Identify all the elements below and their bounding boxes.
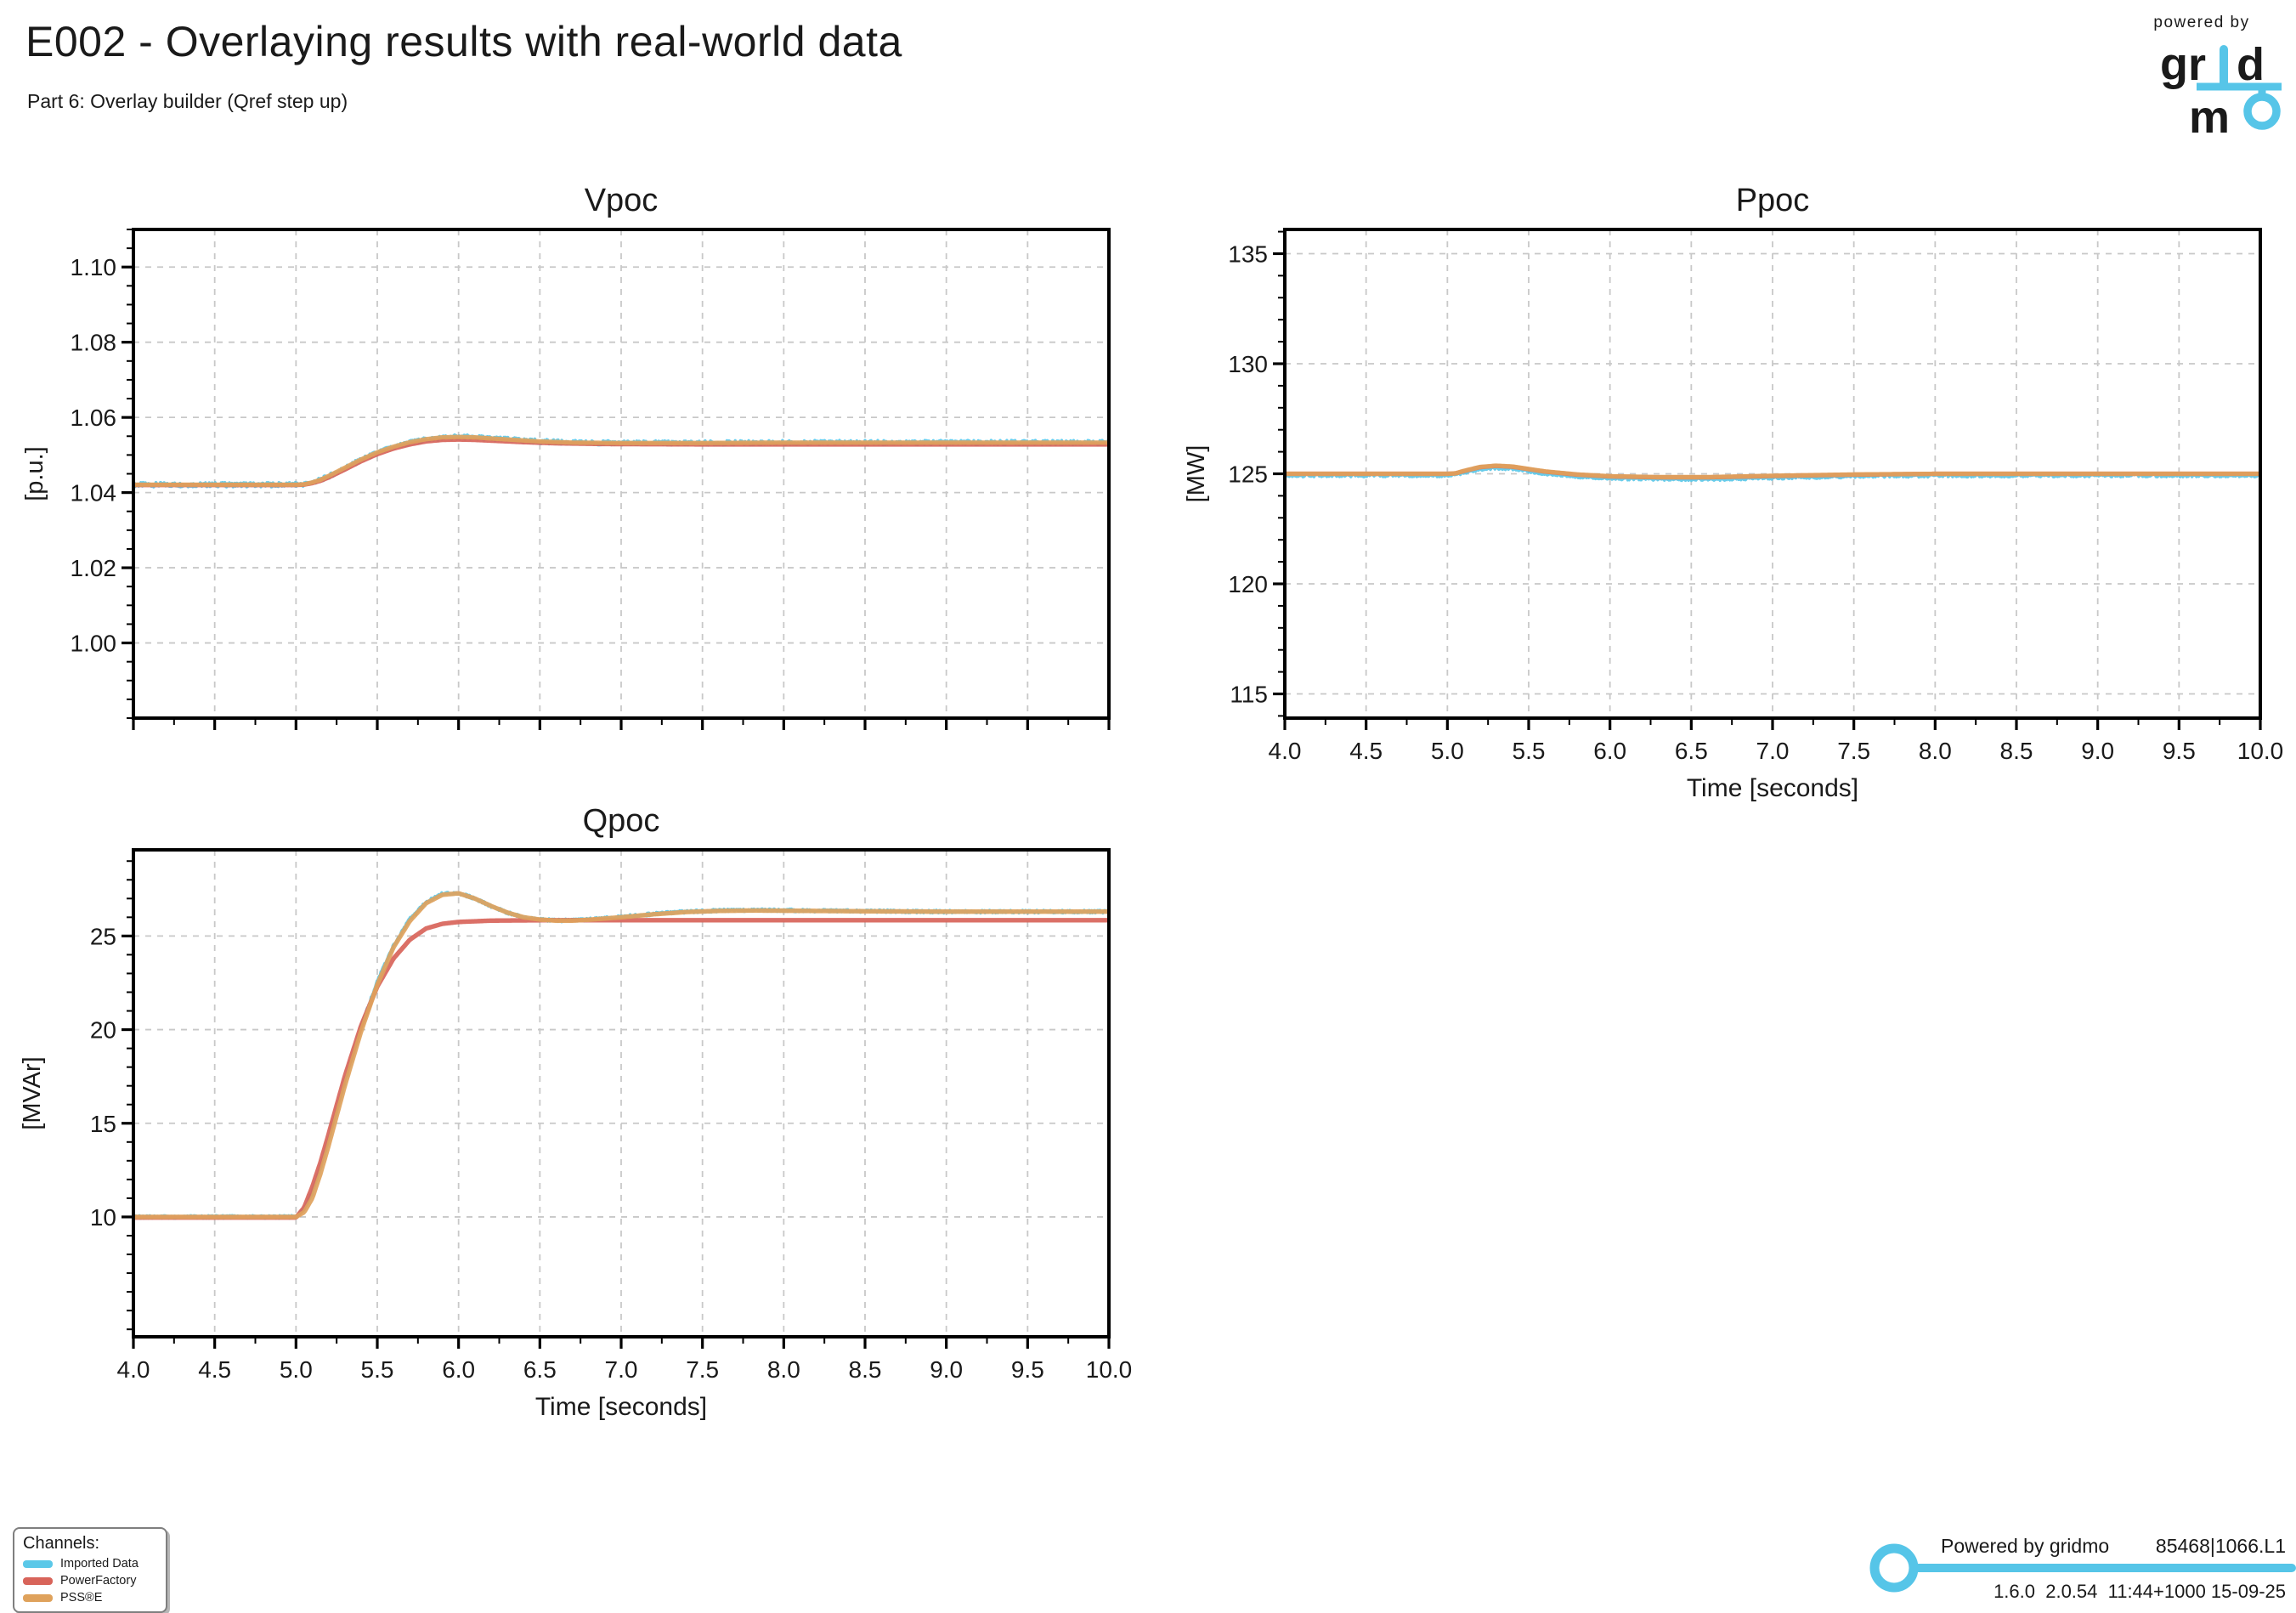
ppoc-x-tick-label: 5.0 [1431, 738, 1464, 764]
logo-text-d: d [2237, 39, 2265, 90]
vpoc-y-tick-label: 1.06 [71, 405, 117, 431]
qpoc-y-tick-label: 20 [90, 1017, 116, 1044]
legend-items: Imported Data PowerFactory PSS®E [23, 1557, 159, 1605]
qpoc-x-tick-label: 7.5 [686, 1356, 719, 1383]
legend-item-label: Imported Data [60, 1557, 139, 1571]
qpoc-x-tick-label: 7.0 [605, 1356, 638, 1383]
ppoc-x-tick-label: 8.5 [2000, 738, 2033, 764]
ppoc-title: Ppoc [1736, 183, 1810, 218]
gridmo-logo: powered by gr d m [2153, 14, 2282, 141]
vpoc-grid [133, 229, 1109, 718]
vpoc-y-tick-label: 1.00 [71, 631, 117, 657]
qpoc-x-tick-label: 9.0 [930, 1356, 963, 1383]
ppoc-y-tick-label: 115 [1230, 682, 1268, 708]
qpoc-x-tick-label: 8.0 [767, 1356, 800, 1383]
logo-o-ring [2243, 93, 2281, 130]
logo-text-gr: gr [2160, 39, 2206, 90]
qpoc-x-tick-label: 4.0 [117, 1356, 150, 1383]
logo-text-m: m [2189, 92, 2230, 141]
footer-rule [1869, 1543, 2296, 1593]
ppoc-y-axis-label: [MW] [1183, 445, 1210, 503]
legend-swatch [23, 1559, 53, 1568]
vpoc-y-tick-label: 1.02 [71, 555, 117, 581]
legend-swatch [23, 1576, 53, 1585]
channels-legend: Channels: Imported Data PowerFactory PSS®E [13, 1527, 167, 1613]
qpoc-title: Qpoc [583, 803, 660, 839]
ppoc-x-tick-label: 7.0 [1756, 738, 1790, 764]
footer-job-id: 85468|1066.L1 [2155, 1535, 2286, 1557]
qpoc-x-axis-label: Time [seconds] [535, 1393, 707, 1421]
ppoc-subplot: 115 120 125 130 135 4.0 4.5 5.0 5.5 6.0 6.5 7.0 7.5 8… [1183, 183, 2283, 802]
ppoc-x-tick-label: 10.0 [2237, 738, 2284, 764]
ppoc-x-tick-label: 5.5 [1513, 738, 1546, 764]
ppoc-x-tick-label: 7.5 [1837, 738, 1870, 764]
footer-rule-line [1914, 1564, 2296, 1572]
ppoc-x-tick-label: 9.0 [2081, 738, 2114, 764]
vpoc-y-axis-label: [p.u.] [21, 446, 48, 501]
ppoc-y-tick-label: 120 [1228, 571, 1268, 597]
qpoc-y-tick-label: 10 [90, 1204, 116, 1231]
page-title: E002 - Overlaying results with real-worl… [25, 18, 902, 65]
series-line-vpoc-2 [133, 434, 1109, 487]
qpoc-x-tick-label: 5.5 [361, 1356, 394, 1383]
vpoc-title: Vpoc [585, 183, 659, 218]
qpoc-x-tick-label: 10.0 [1086, 1356, 1133, 1383]
qpoc-grid [133, 850, 1109, 1337]
footer-node-icon [1869, 1543, 1919, 1593]
ppoc-x-tick-label: 6.0 [1593, 738, 1626, 764]
ppoc-x-tick-label: 8.0 [1919, 738, 1952, 764]
powered-by-label: powered by [2153, 14, 2249, 31]
ppoc-y-tick-label: 125 [1228, 461, 1268, 488]
footer-powered-by: Powered by gridmo [1941, 1535, 2110, 1557]
ppoc-x-axis-label: Time [seconds] [1687, 774, 1858, 802]
qpoc-y-tick-label: 15 [90, 1111, 116, 1137]
vpoc-y-tick-label: 1.08 [71, 330, 117, 356]
legend-item: Imported Data [23, 1557, 159, 1571]
qpoc-x-tick-label: 6.0 [442, 1356, 475, 1383]
ppoc-y-tick-label: 135 [1228, 241, 1268, 267]
qpoc-x-tick-label: 8.5 [849, 1356, 882, 1383]
ppoc-ticks [1273, 230, 2262, 730]
ppoc-y-tick-label: 130 [1228, 351, 1268, 377]
legend-title: Channels: [23, 1534, 100, 1553]
vpoc-y-tick-label: 1.04 [71, 480, 117, 507]
qpoc-y-axis-label: [MVAr] [19, 1056, 46, 1129]
qpoc-x-tick-label: 9.5 [1011, 1356, 1044, 1383]
vpoc-y-tick-label: 1.10 [71, 254, 117, 280]
qpoc-y-tick-label: 25 [90, 923, 116, 949]
legend-item-label: PowerFactory [60, 1574, 137, 1588]
qpoc-x-tick-label: 5.0 [280, 1356, 313, 1383]
qpoc-x-tick-label: 6.5 [523, 1356, 557, 1383]
vpoc-ticks [122, 229, 1111, 730]
legend-item: PSS®E [23, 1591, 159, 1605]
ppoc-x-tick-label: 4.0 [1269, 738, 1302, 764]
series-line-qpoc-2 [133, 891, 1109, 1220]
vpoc-subplot: 1.00 1.02 1.04 1.06 1.08 1.10 Vpoc [p.u.] [21, 183, 1111, 730]
footer-version-line: 1.6.0 2.0.54 11:44+1000 15-09-25 [1993, 1581, 2286, 1602]
qpoc-x-tick-label: 4.5 [198, 1356, 231, 1383]
legend-swatch [23, 1593, 53, 1602]
qpoc-subplot: 10 15 20 25 4.0 4.5 5.0 5.5 6.0 6.5 7.0 7.5 8.0 8.5 9.… [19, 803, 1132, 1421]
page-subtitle: Part 6: Overlay builder (Qref step up) [27, 90, 348, 112]
legend-item-label: PSS®E [60, 1591, 103, 1605]
qpoc-ticks [122, 860, 1111, 1349]
legend-item: PowerFactory [23, 1574, 159, 1588]
ppoc-x-tick-label: 4.5 [1349, 738, 1383, 764]
ppoc-x-tick-label: 9.5 [2163, 738, 2196, 764]
series-line-ppoc-2 [1285, 463, 2260, 479]
ppoc-x-tick-label: 6.5 [1675, 738, 1708, 764]
